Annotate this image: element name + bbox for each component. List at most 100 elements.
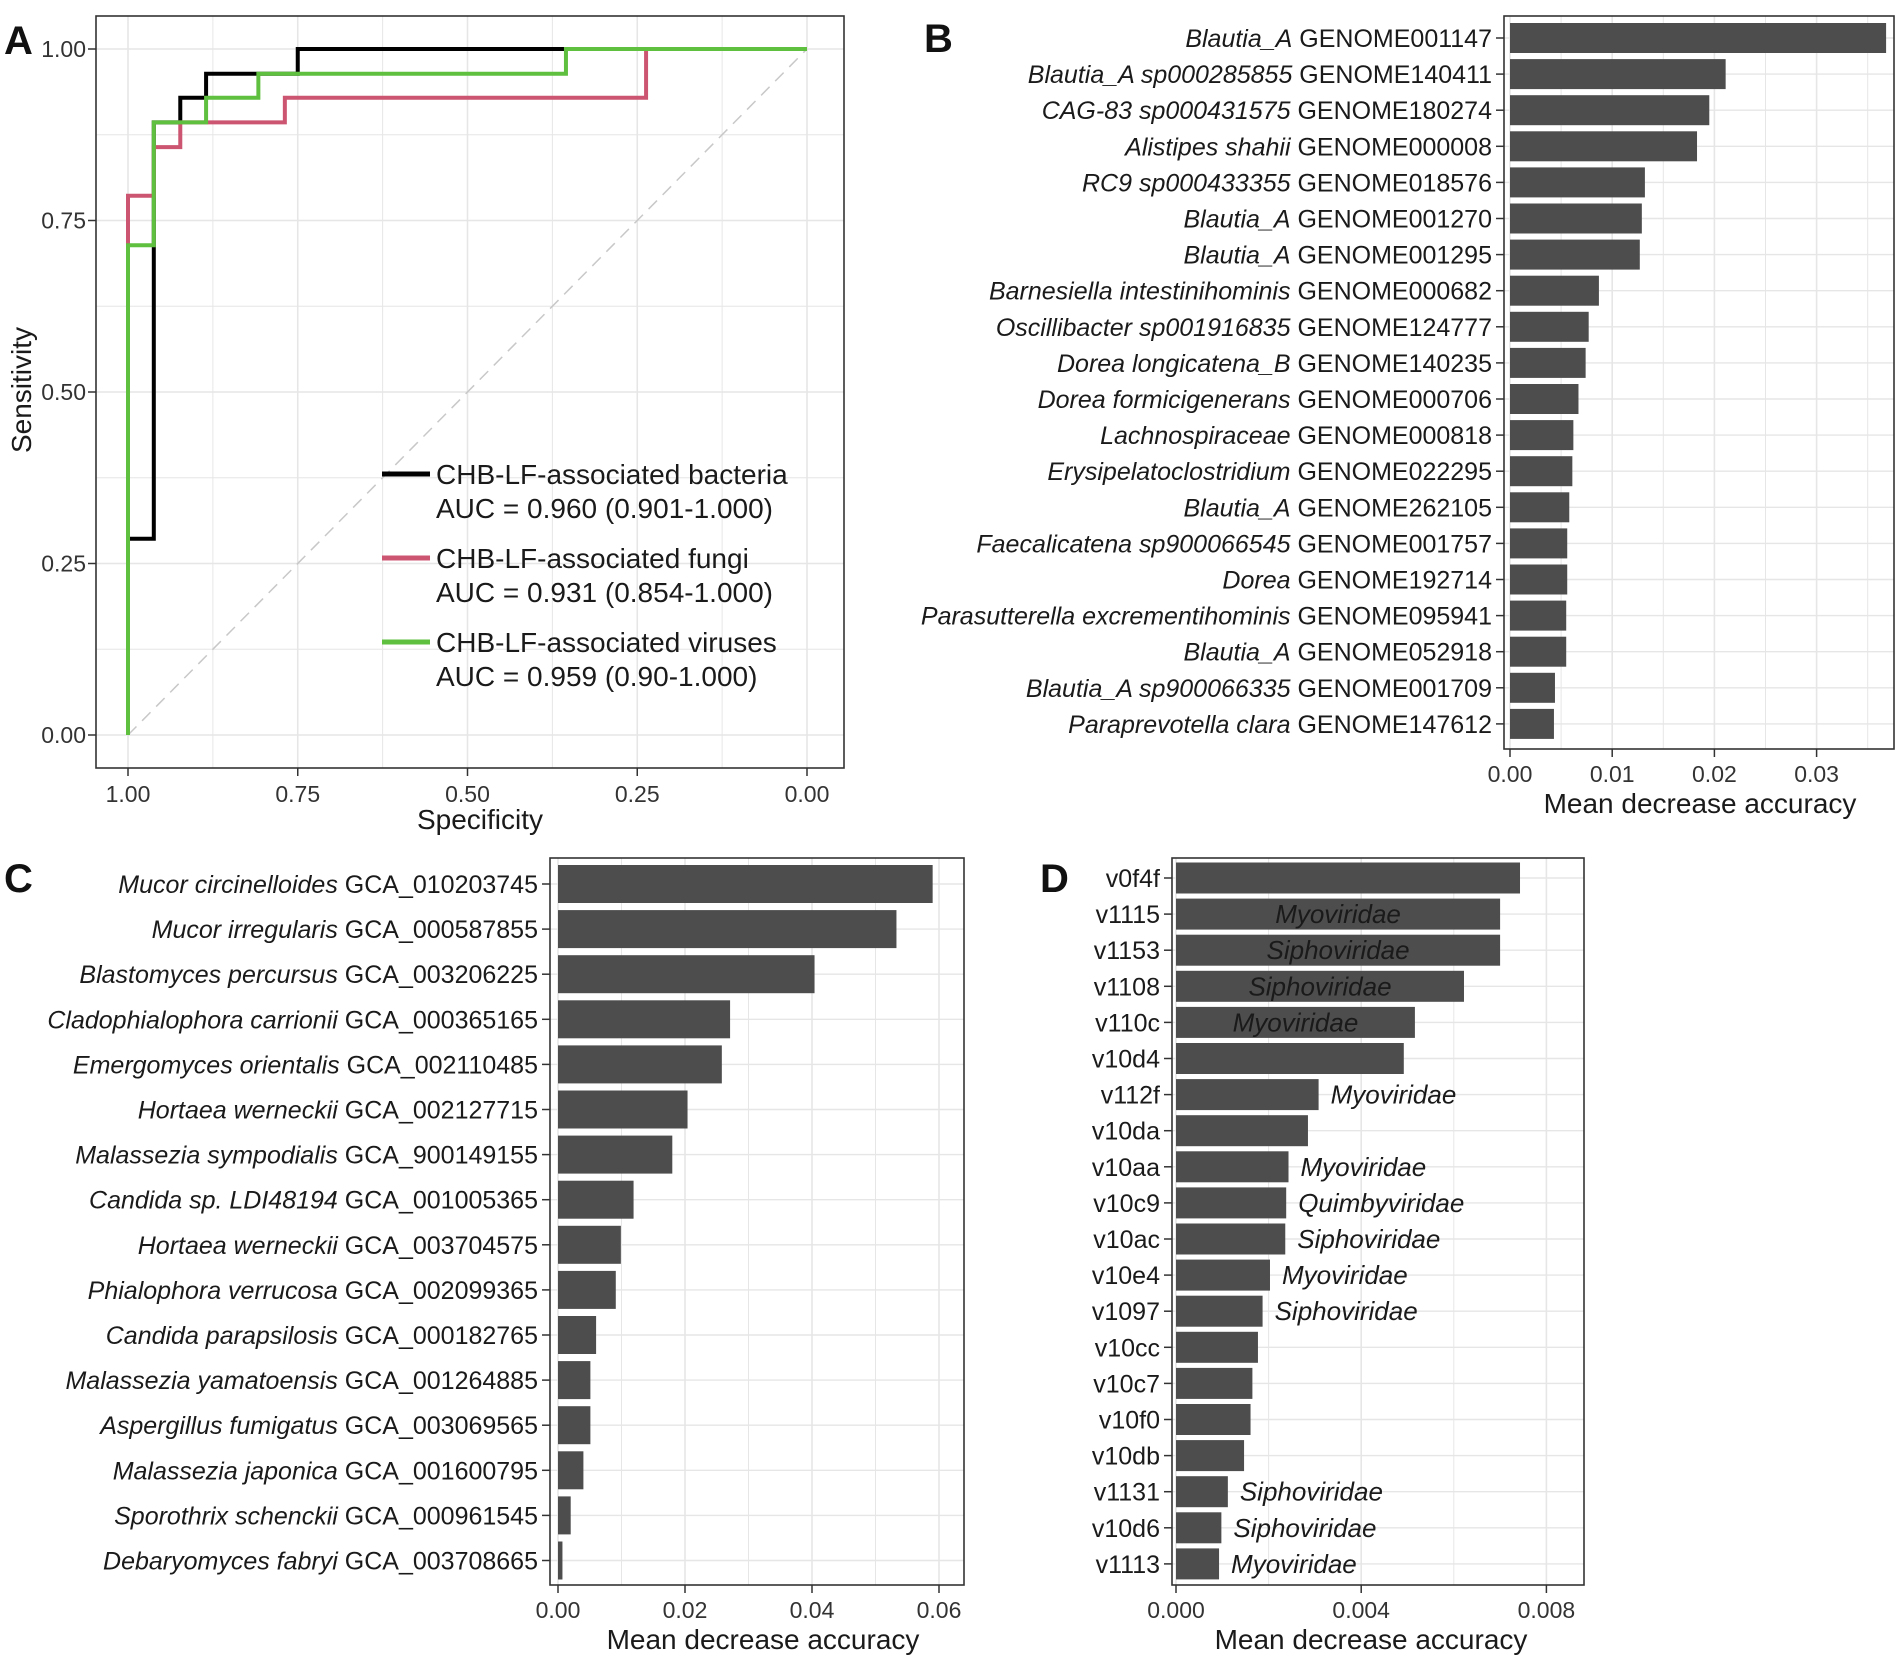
bacteria-importance-category-label-id: GENOME192714: [1291, 567, 1493, 595]
virus-importance-family-label: Myoviridae: [1231, 1549, 1357, 1579]
fungi-importance-category-label-species: Phialophora verrucosa: [88, 1277, 338, 1305]
virus-importance-family-label: Siphoviridae: [1267, 935, 1410, 965]
bacteria-importance-category-label-species: Blautia_A: [1183, 494, 1290, 522]
roc-panel: 1.00 0.75 0.50 0.25 0.00 0.00 0.25 0.50 0.75 1.00…: [6, 15, 845, 835]
bacteria-importance-category-label: Oscillibacter sp001916835 GENOME124777: [996, 314, 1492, 342]
bacteria-importance-bar: [1510, 347, 1586, 378]
virus-importance-family-label: Myoviridae: [1301, 1152, 1427, 1182]
bacteria-importance-category-label-id: GENOME000706: [1291, 386, 1493, 414]
bacteria-importance-category-label: Blautia_A sp900066335 GENOME001709: [1026, 675, 1492, 703]
fungi-importance-category-label-species: Emergomyces orientalis: [73, 1051, 340, 1079]
bacteria-importance-category-label: Blautia_A sp000285855 GENOME140411: [1028, 61, 1492, 89]
bacteria-importance-category-label-species: Oscillibacter sp001916835: [996, 314, 1291, 342]
fungi-importance-x-tick-label: 0.04: [790, 1597, 835, 1623]
virus-importance-family-label: Siphoviridae: [1275, 1296, 1418, 1326]
virus-importance-bar: [1176, 970, 1464, 1002]
fungi-importance-category-label-species: Hortaea werneckii: [138, 1232, 340, 1260]
legend-auc-fungi: AUC = 0.931 (0.854-1.000): [436, 577, 773, 608]
virus-importance-family-label: Siphoviridae: [1240, 1477, 1383, 1507]
bacteria-importance-category-label: Parasutterella excrementihominis GENOME0…: [921, 603, 1492, 631]
virus-importance-x-tick-label: 0.004: [1332, 1597, 1390, 1623]
fungi-importance-bar: [558, 1090, 688, 1129]
virus-importance-category-label: v10ac: [1093, 1226, 1160, 1254]
fungi-importance: 0.00 0.02 0.04 0.06 Mucor circinelloides GCA…: [47, 857, 965, 1655]
virus-importance-bar: [1176, 1043, 1404, 1074]
panel-c-letter: C: [4, 857, 33, 901]
fungi-importance-bar: [558, 955, 815, 994]
fungi-importance-category-label: Candida sp. LDI48194 GCA_001005365: [89, 1187, 538, 1215]
bacteria-importance-bar: [1510, 492, 1570, 523]
roc-x-tick-label: 0.25: [615, 781, 660, 807]
virus-importance-family-label: Myoviridae: [1275, 899, 1401, 929]
bacteria-importance-category-label-id: GENOME022295: [1291, 458, 1493, 486]
bacteria-importance-bar: [1510, 275, 1599, 306]
roc-y-tick-label: 0.00: [41, 722, 86, 748]
virus-importance-category-label: v10c7: [1093, 1370, 1160, 1398]
fungi-importance-category-label-species: Blastomyces percursus: [79, 961, 337, 989]
fungi-importance-category-label-id: GCA_001600795: [338, 1457, 538, 1485]
fungi-importance-bar: [558, 1541, 563, 1580]
virus-importance-family-label: Myoviridae: [1233, 1007, 1359, 1037]
bacteria-importance-category-label-id: GENOME000818: [1291, 422, 1493, 450]
fungi-importance-category-label: Emergomyces orientalis GCA_002110485: [73, 1051, 538, 1079]
virus-importance-bar: [1176, 1331, 1258, 1363]
fungi-importance-category-label-id: GCA_003708665: [338, 1548, 538, 1576]
fungi-importance-category-label-id: GCA_000587855: [338, 916, 538, 944]
roc-x-tick-label: 0.50: [445, 781, 490, 807]
fungi-importance-category-label: Aspergillus fumigatus GCA_003069565: [98, 1412, 538, 1440]
fungi-importance-bar: [558, 1361, 591, 1400]
virus-importance-bar: [1176, 862, 1521, 894]
virus-importance-bar: [1176, 1223, 1286, 1255]
virus-importance-family-label: Siphoviridae: [1297, 1224, 1440, 1254]
fungi-importance-bar: [558, 1451, 584, 1490]
bacteria-importance-category-label-species: CAG-83 sp000431575: [1042, 97, 1291, 125]
bacteria-importance-category-label: Dorea GENOME192714: [1222, 567, 1492, 595]
bacteria-importance-category-label: Dorea formicigenerans GENOME000706: [1038, 386, 1492, 414]
fungi-importance-category-label-species: Malassezia sympodialis: [75, 1142, 338, 1170]
virus-importance-x-axis-title: Mean decrease accuracy: [1215, 1624, 1528, 1655]
bacteria-importance-category-label-id: GENOME180274: [1291, 97, 1493, 125]
bacteria-importance-category-label-id: GENOME001295: [1291, 242, 1493, 270]
bacteria-importance-category-label-species: Dorea: [1222, 567, 1290, 595]
roc-x-tick-label: 0.75: [275, 781, 320, 807]
fungi-importance-category-label-species: Hortaea werneckii: [138, 1097, 340, 1125]
bacteria-importance-bar: [1510, 708, 1554, 739]
fungi-importance-category-label: Blastomyces percursus GCA_003206225: [79, 961, 538, 989]
fungi-importance-bar: [558, 1406, 591, 1445]
bacteria-importance-x-tick-label: 0.02: [1692, 761, 1737, 787]
fungi-importance-bar: [558, 865, 933, 903]
fungi-importance-category-label-id: GCA_000365165: [338, 1006, 538, 1034]
fungi-importance-bar: [558, 1000, 731, 1039]
roc-curve-viruses: [126, 47, 807, 735]
virus-importance-category-label: v1108: [1094, 973, 1160, 1001]
virus-importance-category-label: v10db: [1092, 1443, 1160, 1471]
bacteria-importance-bar: [1510, 528, 1568, 559]
bacteria-importance-category-label-id: GENOME001147: [1292, 25, 1492, 53]
virus-importance-category-label: v0f4f: [1106, 865, 1160, 893]
virus-importance-border: [1171, 857, 1585, 1586]
bacteria-importance-category-label-id: GENOME001270: [1291, 206, 1493, 234]
fungi-importance-category-label: Phialophora verrucosa GCA_002099365: [88, 1277, 538, 1305]
bacteria-importance-category-label: Blautia_A GENOME001147: [1185, 25, 1492, 53]
bacteria-importance-bar: [1510, 636, 1567, 667]
virus-importance-bar: [1176, 1295, 1263, 1327]
legend-label-bacteria: CHB-LF-associated bacteria: [436, 459, 788, 490]
bacteria-importance-category-label-species: Dorea formicigenerans: [1038, 386, 1291, 414]
fungi-importance-category-label-species: Malassezia yamatoensis: [65, 1367, 337, 1395]
panel-b-letter: B: [924, 17, 953, 61]
roc-y-tick-label: 0.75: [41, 208, 86, 234]
fungi-importance-category-label-species: Cladophialophora carrionii: [47, 1006, 339, 1034]
bacteria-importance-bar: [1510, 311, 1589, 342]
bacteria-importance-category-label-species: RC9 sp000433355: [1082, 169, 1291, 197]
fungi-importance-border: [549, 857, 965, 1586]
bacteria-importance-category-label: Paraprevotella clara GENOME147612: [1068, 711, 1492, 739]
fungi-importance-category-label: Hortaea werneckii GCA_003704575: [138, 1232, 538, 1260]
virus-importance-family-label: Siphoviridae: [1248, 971, 1391, 1001]
bacteria-importance-category-label: RC9 sp000433355 GENOME018576: [1082, 169, 1492, 197]
roc-y-tick-label: 0.50: [41, 379, 86, 405]
virus-importance-bar: [1176, 1476, 1228, 1508]
bacteria-importance-bar: [1510, 59, 1726, 90]
bacteria-importance-category-label: Dorea longicatena_B GENOME140235: [1057, 350, 1492, 378]
bacteria-importance-x-tick-label: 0.03: [1794, 761, 1839, 787]
